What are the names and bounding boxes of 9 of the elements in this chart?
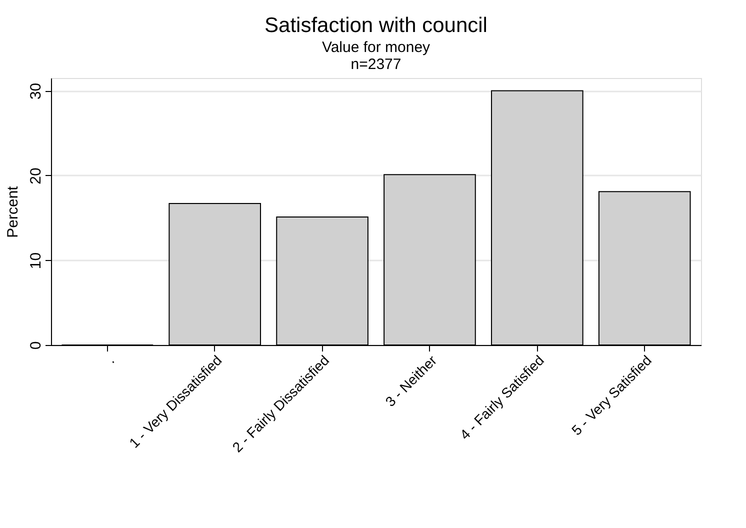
y-tick-label: 0	[28, 341, 44, 350]
y-tick-label: 10	[28, 252, 44, 270]
x-tick-label: .	[103, 352, 118, 366]
text: n=2377	[350, 56, 402, 73]
chart-title: Satisfaction with council	[264, 14, 488, 37]
y-tick-label: 20	[28, 168, 44, 184]
text: Value for money	[322, 39, 430, 56]
y-tick-label: 30	[28, 82, 44, 100]
y-axis-title: Percent	[4, 185, 22, 238]
